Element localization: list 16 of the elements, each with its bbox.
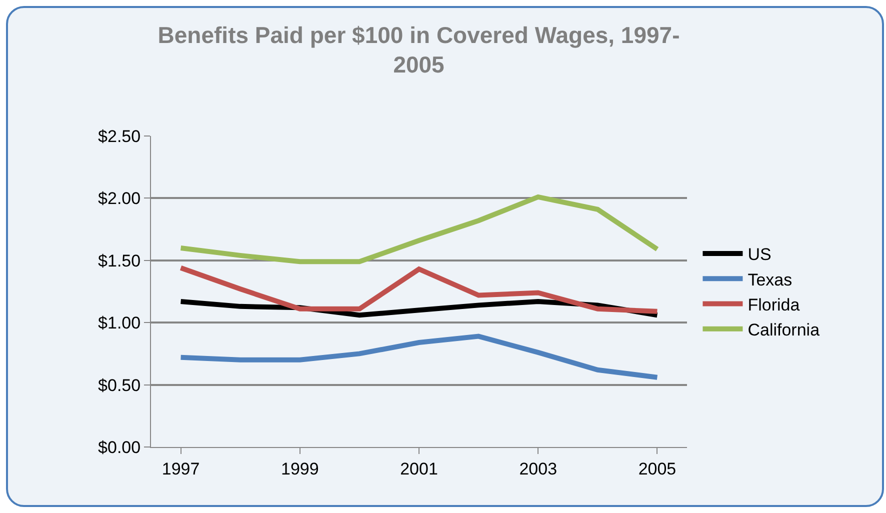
x-tick-label: 1997 bbox=[162, 459, 200, 478]
y-tick-label: $2.00 bbox=[98, 189, 141, 208]
legend-label: Texas bbox=[748, 270, 792, 290]
y-tick-label: $1.00 bbox=[98, 314, 141, 333]
x-tick-label: 2003 bbox=[519, 459, 558, 478]
y-tick-label: $1.50 bbox=[98, 251, 141, 270]
chart-title: Benefits Paid per $100 in Covered Wages, 1997-2005 bbox=[158, 22, 680, 78]
x-tick-label: 2005 bbox=[638, 459, 676, 478]
legend-label: California bbox=[748, 320, 820, 340]
x-tick-label: 1999 bbox=[280, 459, 319, 478]
legend-label: US bbox=[748, 245, 772, 264]
x-tick-label: 2001 bbox=[400, 459, 438, 478]
y-tick-label: $0.50 bbox=[98, 376, 141, 395]
legend-label: Florida bbox=[748, 295, 800, 314]
y-tick-label: $2.50 bbox=[98, 126, 141, 146]
y-tick-label: $0.00 bbox=[98, 438, 141, 457]
